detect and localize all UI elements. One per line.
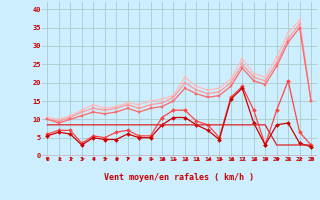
X-axis label: Vent moyen/en rafales ( km/h ): Vent moyen/en rafales ( km/h ) [104, 173, 254, 182]
